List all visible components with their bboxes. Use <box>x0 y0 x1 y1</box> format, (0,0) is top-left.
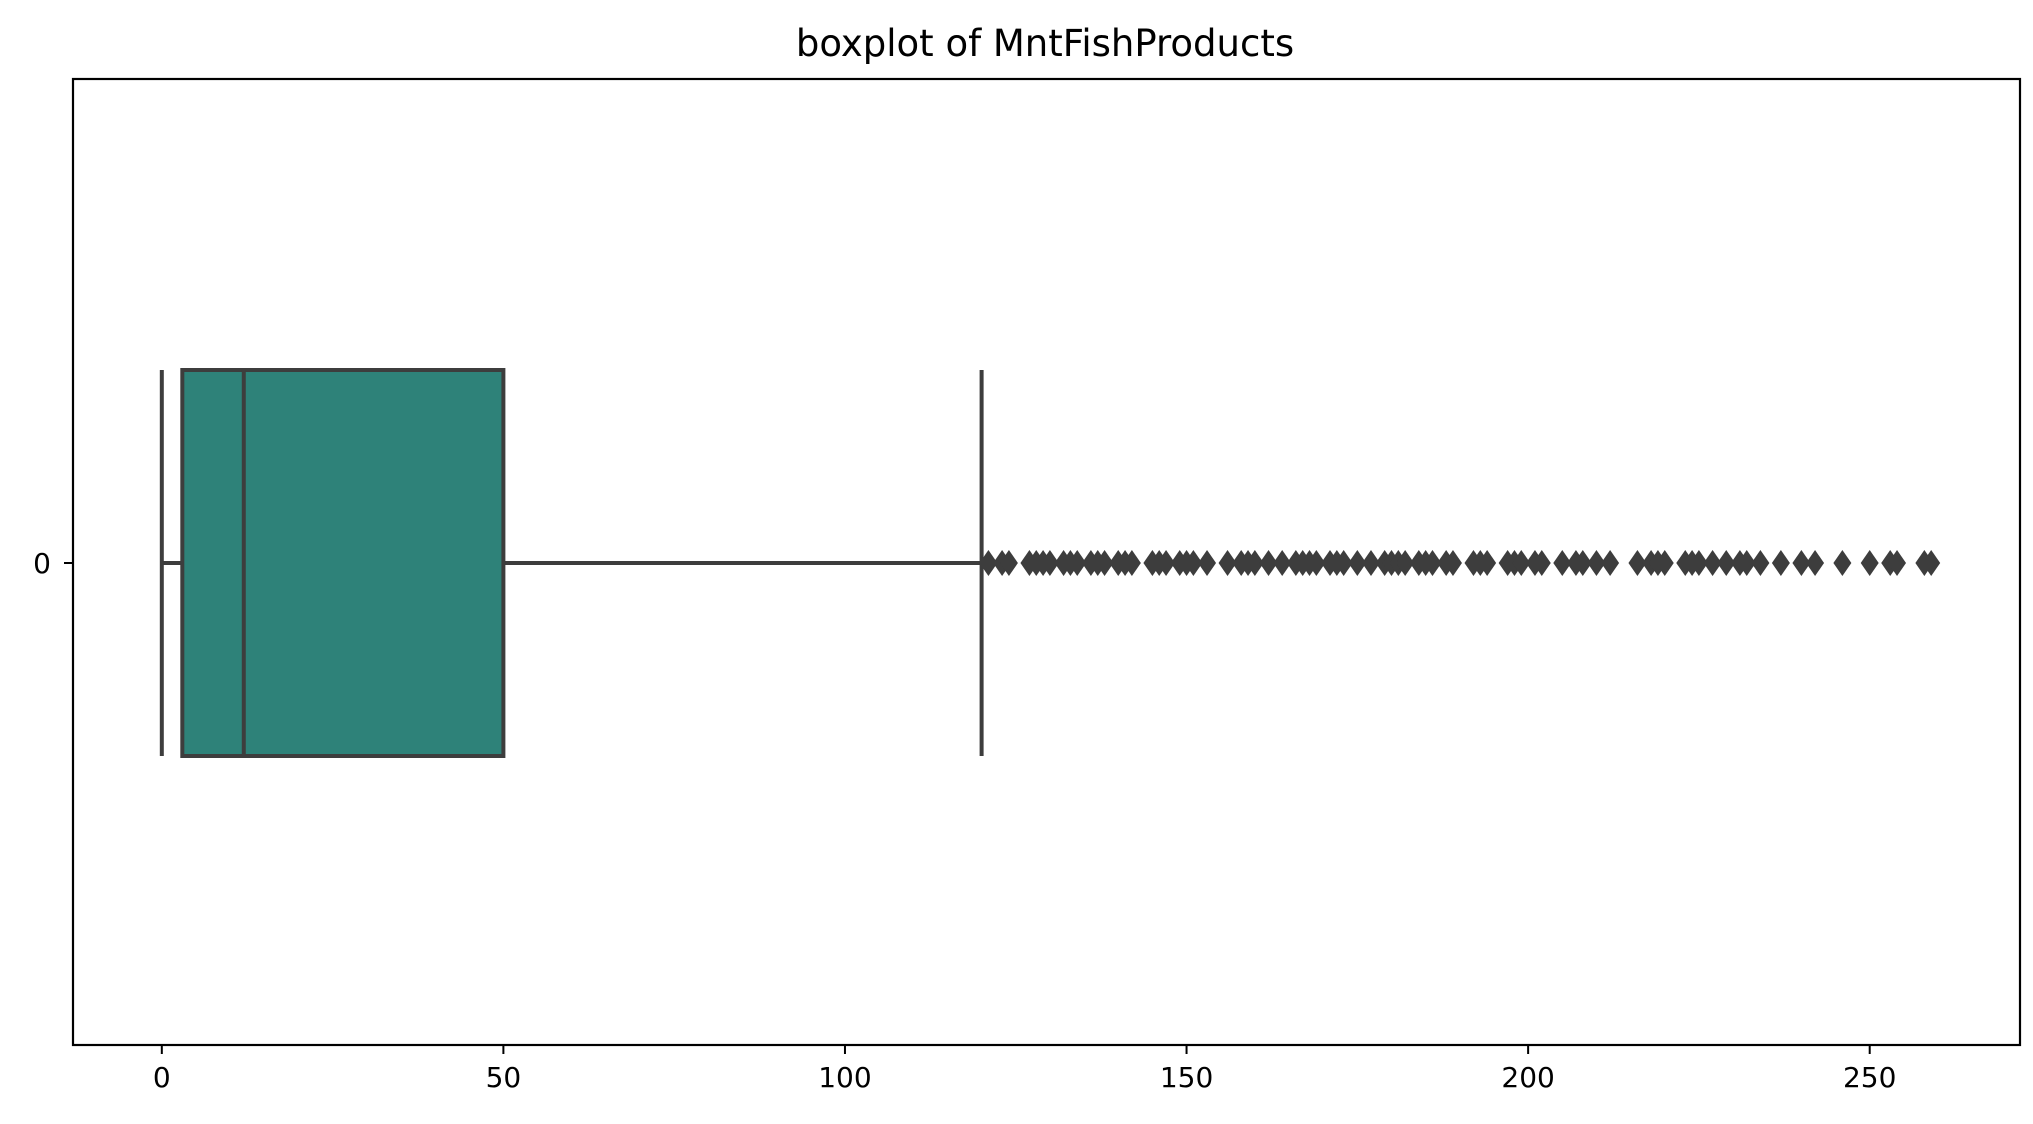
outlier-marker <box>1273 550 1292 576</box>
outlier-marker <box>1922 550 1941 576</box>
box-group <box>159 368 984 758</box>
outlier-marker <box>1198 550 1217 576</box>
x-tick-label: 150 <box>1160 1061 1213 1094</box>
outlier-marker <box>1532 550 1551 576</box>
outlier-marker <box>1689 550 1708 576</box>
outlier-marker <box>1040 550 1059 576</box>
outlier-marker <box>1888 550 1907 576</box>
outlier-marker <box>1095 550 1114 576</box>
outlier-marker <box>1553 550 1572 576</box>
outlier-points <box>979 550 1941 576</box>
outlier-marker <box>1628 550 1647 576</box>
outlier-marker <box>1833 550 1852 576</box>
y-axis: 0 <box>33 547 73 580</box>
iqr-box <box>180 368 506 758</box>
outlier-marker <box>1184 550 1203 576</box>
chart-title: boxplot of MntFishProducts <box>796 22 1294 65</box>
outlier-marker <box>1362 550 1380 576</box>
outlier-marker <box>1703 550 1722 576</box>
outlier-marker <box>1348 550 1367 576</box>
outlier-marker <box>1068 550 1087 576</box>
outlier-marker <box>1751 550 1770 576</box>
x-tick-label: 0 <box>153 1061 171 1094</box>
outlier-marker <box>1806 550 1825 576</box>
outlier-marker <box>1423 550 1442 576</box>
outlier-marker <box>979 550 998 576</box>
outlier-marker <box>1860 550 1879 576</box>
outlier-marker <box>1573 550 1592 576</box>
outlier-marker <box>1157 550 1176 576</box>
outlier-marker <box>1259 550 1278 576</box>
outlier-marker <box>1717 550 1736 576</box>
outlier-marker <box>1792 550 1811 576</box>
outlier-marker <box>1334 550 1353 576</box>
outlier-marker <box>1443 550 1462 576</box>
outlier-marker <box>1737 550 1756 576</box>
x-axis: 0 50 100 150 200 250 <box>153 1045 1896 1094</box>
outlier-marker <box>1307 550 1326 576</box>
y-tick-label: 0 <box>33 547 51 580</box>
outlier-marker <box>1601 550 1620 576</box>
x-tick-label: 100 <box>818 1061 871 1094</box>
x-tick-label: 50 <box>486 1061 522 1094</box>
outlier-marker <box>1396 550 1415 576</box>
outlier-marker <box>1218 550 1237 576</box>
outlier-marker <box>1512 550 1531 576</box>
outlier-marker <box>999 550 1018 576</box>
x-tick-label: 250 <box>1843 1061 1896 1094</box>
outlier-marker <box>1587 550 1606 576</box>
x-tick-label: 200 <box>1501 1061 1554 1094</box>
outlier-marker <box>1245 550 1264 576</box>
outlier-marker <box>1478 550 1497 576</box>
outlier-marker <box>1122 550 1141 576</box>
outlier-marker <box>1655 550 1674 576</box>
outlier-marker <box>1771 550 1790 576</box>
